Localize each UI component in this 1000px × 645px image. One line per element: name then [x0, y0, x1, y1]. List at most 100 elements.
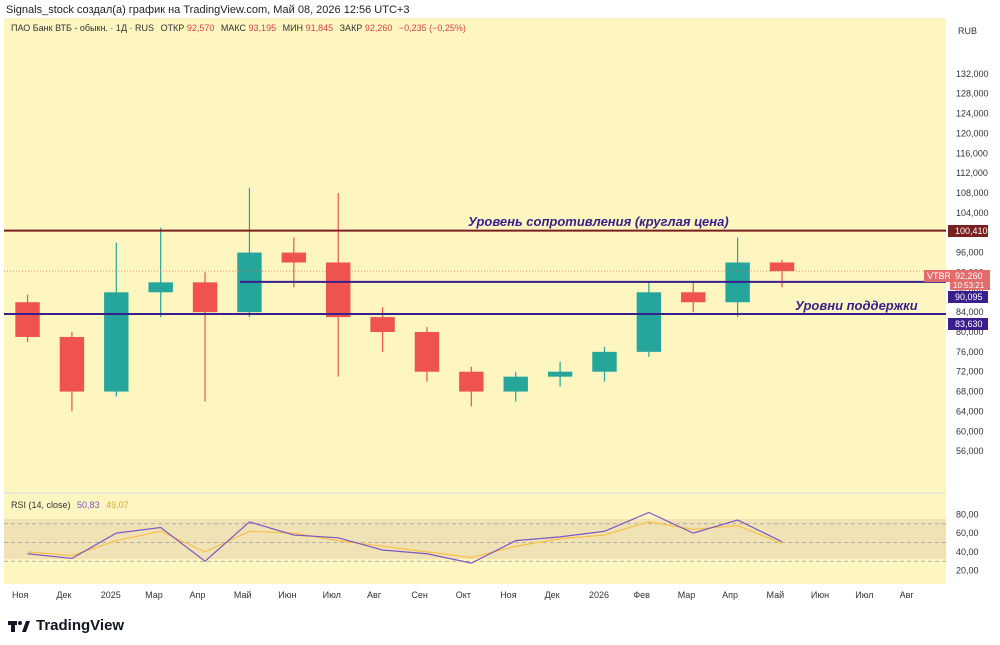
candle-body: [370, 317, 395, 332]
legend-close-value: 92,260: [365, 23, 393, 33]
candle-body: [503, 376, 528, 392]
time-tick: Фев: [633, 590, 650, 600]
candle-body: [192, 282, 218, 313]
candle-body: [325, 262, 351, 318]
levels: [4, 229, 946, 315]
legend-open-value: 92,570: [187, 23, 215, 33]
price-tick: 60,000: [956, 426, 984, 436]
tag-support1: 90,095: [948, 291, 988, 303]
rsi-ma-line: [27, 521, 783, 559]
tradingview-logo-icon: [8, 620, 30, 632]
price-tick: 112,000: [956, 168, 988, 178]
candle-body: [592, 351, 617, 372]
legend-close-label: ЗАКР: [340, 23, 363, 33]
rsi-band: [4, 519, 946, 559]
time-tick: Апр: [190, 590, 206, 600]
candle-body: [681, 292, 706, 303]
rsi-ma-value: 49,07: [106, 500, 129, 510]
rsi-legend: RSI (14, close) 50,83 49,07: [11, 500, 129, 510]
rsi-tick: 80,00: [956, 509, 979, 519]
legend-low-value: 91,845: [306, 23, 334, 33]
time-tick: Июн: [278, 590, 296, 600]
legend-high-label: МАКС: [221, 23, 247, 33]
tag-last: VTBR 92,260 10:53:21: [924, 270, 990, 290]
rsi-label: RSI (14, close): [11, 500, 71, 510]
time-tick: Окт: [456, 590, 471, 600]
price-tick: 76,000: [956, 347, 984, 357]
candle-body: [547, 371, 573, 377]
time-tick: Ноя: [500, 590, 517, 600]
price-tick: 128,000: [956, 89, 989, 99]
candles: [15, 188, 795, 412]
tag-last-price: 92,260: [955, 271, 983, 281]
tag-resistance: 100,410: [948, 225, 988, 237]
time-tick: Авг: [900, 590, 915, 600]
price-tick: 132,000: [956, 69, 989, 79]
time-tick: Дек: [545, 590, 560, 600]
rsi-tick: 60,00: [956, 528, 979, 538]
legend: ПАО Банк ВТБ - обыкн. · 1Д · RUS ОТКР 92…: [11, 23, 466, 33]
price-tick: 104,000: [956, 208, 989, 218]
price-tick: 68,000: [956, 387, 984, 397]
price-tick: 120,000: [956, 128, 989, 138]
price-tick: 64,000: [956, 406, 984, 416]
candle-body: [148, 282, 173, 293]
time-axis[interactable]: [4, 584, 996, 606]
time-tick: 2025: [101, 590, 121, 600]
time-tick: Июл: [855, 590, 873, 600]
legend-instrument: ПАО Банк ВТБ - обыкн. · 1Д · RUS: [11, 23, 154, 33]
price-tick: 84,000: [956, 307, 984, 317]
time-tick: Апр: [722, 590, 738, 600]
price-pane[interactable]: [4, 18, 946, 492]
price-tick: 96,000: [956, 248, 984, 258]
svg-text:90,095: 90,095: [955, 292, 983, 302]
tag-countdown: 10:53:21: [953, 281, 985, 290]
rsi-tick: 40,00: [956, 547, 979, 557]
legend-low-label: МИН: [283, 23, 303, 33]
time-tick: Мар: [678, 590, 696, 600]
svg-text:83,630: 83,630: [955, 319, 983, 329]
tag-support2: 83,630: [948, 318, 988, 330]
byline: Signals_stock создал(а) график на Tradin…: [6, 4, 410, 16]
price-tick: 56,000: [956, 446, 984, 456]
price-tick: 80,000: [956, 327, 984, 337]
rsi-line: [27, 511, 783, 564]
tag-symbol: VTBR: [927, 271, 952, 281]
candle-body: [636, 292, 662, 352]
time-tick: Сен: [411, 590, 428, 600]
price-tick: 116,000: [956, 148, 988, 158]
time-tick: Авг: [367, 590, 382, 600]
support-annotation[interactable]: Уровни поддержки: [795, 298, 918, 313]
time-tick: Май: [766, 590, 784, 600]
candle-body: [459, 371, 484, 392]
resistance-annotation[interactable]: Уровень сопротивления (круглая цена): [468, 214, 729, 229]
time-tick: Дек: [56, 590, 71, 600]
candle-body: [281, 252, 307, 263]
price-tick: 124,000: [956, 109, 989, 119]
time-ticks: Ноя Дек 2025 Мар Апр Май Июн Июл Авг Сен Окт Ноя Дек…: [12, 590, 914, 600]
rsi-value: 50,83: [77, 500, 100, 510]
candle-body: [15, 302, 40, 337]
rsi-ticks: 20,00 40,00 60,00 80,00: [956, 509, 979, 575]
svg-text:100,410: 100,410: [955, 226, 988, 236]
candle-body: [104, 292, 129, 392]
legend-change: −0,235 (−0,25%): [399, 23, 466, 33]
price-tick: 108,000: [956, 188, 989, 198]
candle-body: [414, 332, 440, 372]
legend-high-value: 93,195: [249, 23, 277, 33]
time-tick: 2026: [589, 590, 609, 600]
currency-label: RUB: [958, 26, 977, 36]
rsi-tick: 20,00: [956, 566, 979, 576]
tradingview-logo[interactable]: TradingView: [8, 617, 124, 634]
time-tick: Ноя: [12, 590, 29, 600]
price-tick: 72,000: [956, 367, 984, 377]
time-tick: Июн: [811, 590, 829, 600]
candle-body: [59, 336, 85, 392]
candle-body: [769, 262, 795, 272]
time-tick: Мар: [145, 590, 163, 600]
legend-open-label: ОТКР: [161, 23, 185, 33]
time-tick: Май: [234, 590, 252, 600]
time-tick: Июл: [323, 590, 341, 600]
tradingview-logo-text: TradingView: [36, 617, 125, 634]
